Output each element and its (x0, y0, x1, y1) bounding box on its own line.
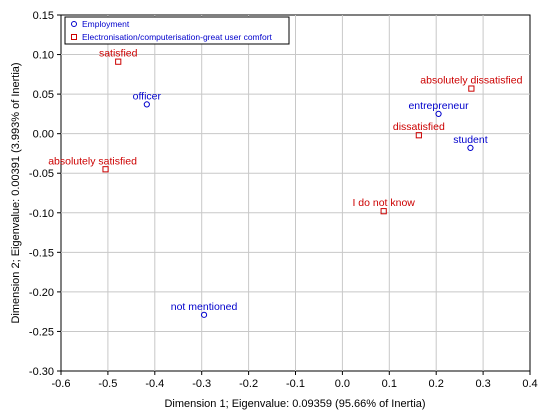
point-marker-circle (143, 101, 150, 108)
data-point-absolutely-satisfied: absolutely satisfied (48, 155, 137, 173)
x-tick-label: 0.4 (522, 378, 537, 390)
point-label: satisfied (99, 48, 138, 60)
data-point-absolutely-dissatisfied: absolutely dissatisfied (420, 75, 523, 92)
point-marker-circle (467, 144, 474, 152)
x-tick-label: -0.1 (286, 378, 305, 390)
point-marker-circle (200, 311, 208, 318)
point-label: dissatisfied (393, 121, 445, 133)
point-marker-square (380, 208, 387, 215)
y-tick-label: 0.10 (33, 50, 54, 62)
x-tick-label: -0.3 (192, 378, 211, 390)
legend-label-employment: Employment (82, 19, 130, 29)
y-tick-label: -0.20 (29, 287, 54, 299)
point-marker-square (115, 58, 122, 65)
x-tick-label: -0.4 (145, 378, 164, 390)
legend-label-electronisation: Electronisation/computerisation-great us… (82, 32, 273, 42)
y-tick-label: 0.15 (33, 10, 54, 22)
point-label: absolutely satisfied (48, 155, 137, 167)
data-point-satisfied: satisfied (99, 48, 138, 65)
x-tick-label: 0.3 (475, 378, 490, 390)
point-marker-square (102, 166, 109, 173)
point-label: student (453, 134, 488, 146)
x-tick-label: -0.6 (52, 378, 71, 390)
grid-lines (61, 15, 530, 371)
legend-box (64, 16, 290, 45)
x-tick-label: 0.1 (382, 378, 397, 390)
y-tick-label: -0.05 (29, 168, 54, 180)
y-axis-label: Dimension 2; Eigenvalue: 0.00391 (3.993%… (10, 62, 22, 323)
data-point-officer: officer (133, 90, 162, 108)
y-tick-label: -0.10 (29, 208, 54, 220)
point-marker-square (415, 132, 422, 139)
point-label: I do not know (352, 197, 415, 209)
point-label: absolutely dissatisfied (420, 75, 522, 87)
legend-marker-employment (71, 21, 77, 27)
x-axis-label: Dimension 1; Eigenvalue: 0.09359 (95.66%… (164, 398, 425, 410)
point-label: entrepreneur (408, 100, 469, 112)
data-point-dissatisfied: dissatisfied (393, 121, 445, 139)
x-tick-label: -0.5 (98, 378, 117, 390)
y-tick-label: 0.00 (33, 129, 54, 141)
y-tick-label: -0.30 (29, 366, 54, 378)
data-point-i-do-not-know: I do not know (352, 197, 415, 215)
data-point-not-mentioned: not mentioned (171, 301, 238, 318)
y-tick-label: -0.15 (29, 247, 54, 259)
data-points: officer entrepreneur student not mentioned s… (48, 48, 523, 318)
x-axis-ticks: -0.6 -0.5 -0.4 -0.3 -0.2 -0.1 0.0 0.1 0.2 0.3 0.4 (52, 371, 538, 390)
y-tick-label: 0.05 (33, 89, 54, 101)
data-point-student: student (453, 134, 488, 152)
legend: Employment Electronisation/computerisati… (64, 16, 290, 45)
point-label: officer (133, 90, 162, 102)
legend-marker-electronisation (71, 34, 77, 40)
x-tick-label: 0.0 (335, 378, 350, 390)
y-tick-label: -0.25 (29, 326, 54, 338)
data-point-entrepreneur: entrepreneur (408, 100, 469, 117)
x-tick-label: 0.2 (429, 378, 444, 390)
point-marker-circle (435, 110, 442, 117)
x-tick-label: -0.2 (239, 378, 258, 390)
y-axis-ticks: 0.15 0.10 0.05 0.00 -0.05 -0.10 -0.15 -0.20 -0.2… (29, 10, 61, 378)
point-label: not mentioned (171, 301, 238, 313)
point-marker-square (468, 85, 475, 92)
